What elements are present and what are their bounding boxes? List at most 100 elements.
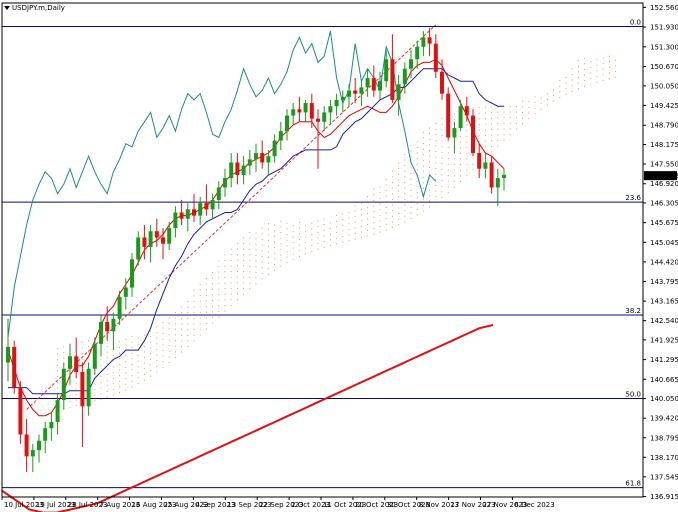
cloud-dot <box>373 211 375 213</box>
cloud-dot <box>106 345 108 348</box>
cloud-dot <box>367 235 369 237</box>
cloud-dot <box>367 207 369 209</box>
cloud-dot <box>212 271 214 274</box>
cloud-dot <box>261 255 263 257</box>
cloud-dot <box>546 104 548 106</box>
cloud-dot <box>125 361 127 363</box>
cloud-dot <box>255 255 257 257</box>
cloud-dot <box>199 317 201 319</box>
cloud-dot <box>274 230 276 232</box>
cloud-dot <box>168 345 170 347</box>
cloud-dot <box>311 245 313 247</box>
cloud-dot <box>559 85 561 87</box>
cloud-dot <box>125 366 127 368</box>
cloud-dot <box>385 229 387 231</box>
cloud-dot <box>491 117 493 119</box>
cloud-dot <box>100 376 102 378</box>
cloud-dot <box>218 288 220 290</box>
cloud-dot <box>298 244 300 246</box>
cloud-dot <box>360 208 362 210</box>
candle-down <box>427 37 432 44</box>
cloud-dot <box>429 133 431 135</box>
cloud-dot <box>435 156 437 158</box>
cloud-dot <box>584 57 586 59</box>
y-tick-label: 141.295 <box>650 356 678 364</box>
cloud-dot <box>150 375 152 377</box>
cloud-dot <box>472 107 474 109</box>
cloud-dot <box>497 128 499 130</box>
cloud-dot <box>137 371 139 373</box>
cloud-dot <box>168 362 170 364</box>
cloud-dot <box>236 293 238 295</box>
cloud-dot <box>404 153 406 155</box>
cloud-dot <box>199 283 201 285</box>
plot-border <box>1 2 644 498</box>
cloud-dot <box>466 163 468 166</box>
cloud-dot <box>137 366 139 368</box>
cloud-dot <box>435 196 437 198</box>
cloud-dot <box>162 361 164 363</box>
cloud-dot <box>224 276 226 279</box>
candle-down <box>297 109 302 113</box>
cloud-dot <box>367 229 369 231</box>
cloud-dot <box>162 366 164 368</box>
cloud-dot <box>81 347 83 349</box>
cloud-dot <box>422 148 424 150</box>
current-price-box <box>644 171 677 181</box>
cloud-dot <box>311 250 313 252</box>
cloud-dot <box>57 359 59 361</box>
x-tick-label: 28 Jul 2023 <box>68 501 108 509</box>
cloud-dot <box>571 79 573 81</box>
cloud-dot <box>112 388 114 390</box>
cloud-dot <box>447 180 449 182</box>
cloud-dot <box>69 401 71 403</box>
cloud-dot <box>150 364 152 366</box>
cloud-dot <box>416 203 418 205</box>
cloud-dot <box>81 358 83 360</box>
cloud-dot <box>112 366 114 368</box>
cloud-dot <box>298 227 300 229</box>
cloud-dot <box>243 237 245 239</box>
cloud-dot <box>460 164 462 166</box>
candle-up <box>365 78 370 88</box>
cloud-dot <box>410 212 412 214</box>
cloud-dot <box>181 323 183 325</box>
cloud-dot <box>466 175 468 177</box>
cloud-dot <box>354 210 356 212</box>
cloud-dot <box>305 241 307 244</box>
cloud-dot <box>336 215 338 217</box>
cloud-dot <box>466 135 468 137</box>
cloud-dot <box>509 117 511 119</box>
cloud-dot <box>212 277 214 279</box>
cloud-dot <box>472 158 474 160</box>
cloud-dot <box>360 237 362 239</box>
cloud-dot <box>150 369 152 372</box>
cloud-dot <box>429 178 431 180</box>
cloud-dot <box>168 333 170 335</box>
candle-up <box>43 428 48 441</box>
cloud-dot <box>168 316 170 319</box>
y-tick-label: 151.930 <box>650 24 678 32</box>
cloud-dot <box>515 105 517 108</box>
cloud-dot <box>342 219 344 221</box>
cloud-dot <box>379 214 381 216</box>
x-tick-label: 16 Aug 2023 <box>132 501 177 509</box>
candle-up <box>396 84 401 100</box>
fib-label: 23.6 <box>625 194 641 202</box>
cloud-dot <box>243 254 245 256</box>
cloud-dot <box>57 370 59 372</box>
cloud-dot <box>218 305 220 307</box>
candle-down <box>235 162 240 175</box>
cloud-dot <box>336 231 338 234</box>
cloud-dot <box>602 68 604 70</box>
cloud-dot <box>156 360 158 362</box>
cloud-dot <box>286 250 288 252</box>
cloud-dot <box>441 118 443 120</box>
cloud-dot <box>577 60 579 62</box>
cloud-dot <box>590 77 592 80</box>
dropdown-triangle-icon[interactable] <box>4 6 10 10</box>
cloud-dot <box>410 206 412 208</box>
cloud-dot <box>422 188 424 190</box>
cloud-dot <box>305 230 307 232</box>
cloud-dot <box>255 283 257 285</box>
